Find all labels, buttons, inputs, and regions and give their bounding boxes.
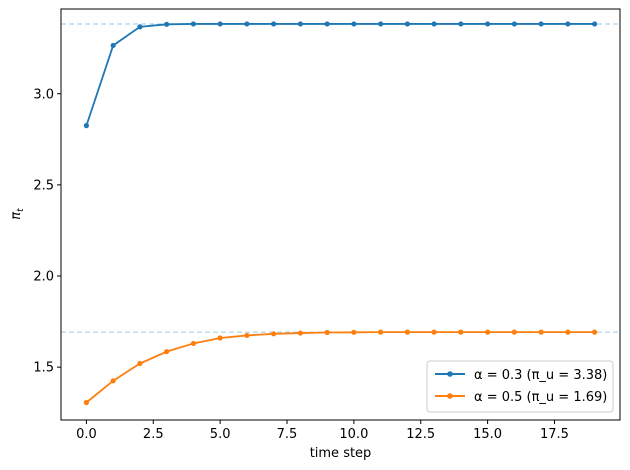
y-tick-label: 2.0 — [33, 270, 54, 285]
x-tick-label: 15.0 — [473, 427, 502, 442]
x-tick-label: 5.0 — [210, 427, 231, 442]
data-point — [378, 21, 384, 27]
x-tick-label: 10.0 — [339, 427, 368, 442]
data-point — [591, 21, 598, 27]
x-tick-label: 12.5 — [406, 427, 435, 442]
data-point — [110, 378, 116, 384]
data-point — [324, 329, 330, 336]
data-point — [485, 329, 491, 335]
plot-area-background — [61, 9, 620, 420]
data-point — [458, 21, 464, 27]
data-point — [137, 24, 143, 30]
y-axis-ticks: 1.5 2.0 2.5 3.0 — [33, 87, 61, 376]
x-tick-label: 7.5 — [277, 427, 298, 442]
data-point — [190, 21, 196, 27]
plot-frame — [60, 8, 621, 421]
data-point — [324, 21, 330, 27]
x-tick-label: 17.5 — [540, 427, 569, 442]
legend-label-alpha-05: α = 0.5 (π_u = 1.69) — [474, 390, 607, 405]
legend-box — [426, 360, 614, 413]
data-point — [431, 329, 437, 335]
legend-marker-alpha-05 — [447, 393, 453, 399]
series-line-0 — [85, 23, 595, 126]
data-point — [565, 21, 571, 27]
data-point — [538, 21, 544, 27]
data-point — [83, 123, 90, 129]
series-layer — [83, 21, 598, 406]
x-tick-label: 0.0 — [76, 427, 97, 442]
legend-label-alpha-03: α = 0.3 (π_u = 3.38) — [474, 368, 607, 383]
data-point — [164, 21, 170, 27]
y-tick-label: 3.0 — [33, 87, 54, 102]
data-point — [297, 21, 303, 27]
data-point — [378, 329, 384, 335]
data-point — [190, 340, 196, 347]
x-axis-ticks: 0.0 2.5 5.0 7.5 10.0 12.5 15.0 17.5 — [76, 420, 569, 442]
data-point — [297, 330, 303, 336]
data-point — [351, 329, 357, 335]
data-point — [244, 21, 250, 27]
data-point — [485, 21, 491, 27]
data-point — [511, 21, 517, 27]
data-point — [538, 329, 544, 335]
legend-marker-alpha-03 — [447, 371, 453, 377]
data-point — [217, 335, 223, 341]
data-point — [164, 349, 170, 355]
data-point — [271, 331, 277, 337]
legend: α = 0.3 (π_u = 3.38) α = 0.5 (π_u = 1.69… — [426, 360, 614, 413]
data-point — [458, 329, 464, 335]
series-line-1 — [85, 331, 595, 404]
data-point — [351, 21, 357, 27]
data-point — [511, 329, 517, 335]
data-point — [83, 399, 90, 406]
x-axis-label: time step — [310, 446, 372, 461]
data-point — [404, 21, 410, 27]
data-point — [565, 329, 571, 335]
data-point — [271, 21, 277, 27]
data-point — [404, 329, 410, 335]
data-point — [431, 21, 437, 27]
data-point — [244, 332, 250, 339]
y-tick-label: 1.5 — [33, 361, 54, 376]
data-point — [137, 360, 143, 367]
data-point — [217, 21, 223, 27]
data-point — [591, 329, 598, 335]
y-tick-label: 2.5 — [33, 178, 54, 193]
y-axis-label: πt — [9, 208, 26, 220]
x-tick-label: 2.5 — [143, 427, 164, 442]
data-point — [110, 42, 116, 49]
